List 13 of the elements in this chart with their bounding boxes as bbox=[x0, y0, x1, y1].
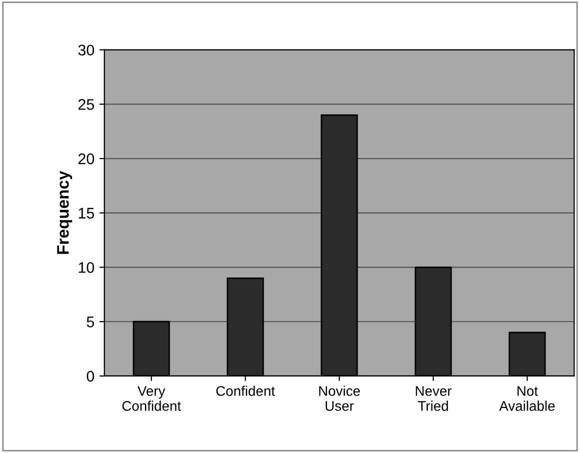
y-tick-label: 15 bbox=[78, 208, 94, 219]
x-tick-label: Novice User bbox=[319, 386, 360, 411]
y-tick-label: 20 bbox=[78, 153, 94, 164]
x-tick-label: Confident bbox=[216, 386, 275, 396]
x-tick-label: Not Available bbox=[499, 386, 555, 411]
y-tick-label: 30 bbox=[78, 44, 94, 56]
y-tick-label: 25 bbox=[78, 99, 94, 110]
y-tick-label: 5 bbox=[86, 316, 94, 328]
x-tick-label: Never Tried bbox=[416, 386, 452, 411]
y-tick-label: 10 bbox=[78, 262, 94, 273]
y-axis-title: Frequency bbox=[57, 170, 72, 254]
y-tick-label: 0 bbox=[86, 370, 94, 382]
x-tick-label: Very Confident bbox=[122, 386, 182, 411]
